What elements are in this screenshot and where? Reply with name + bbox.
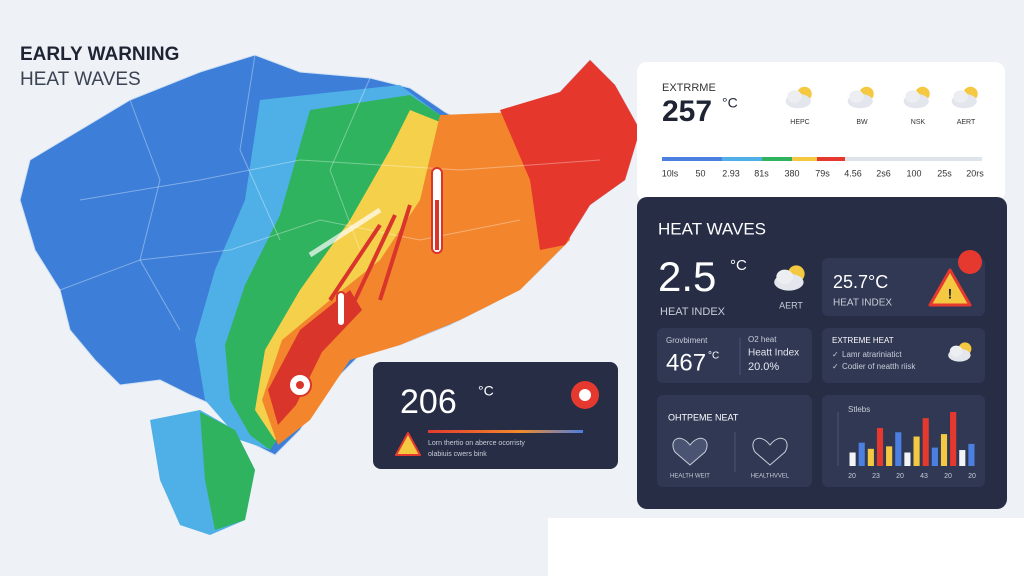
scale-label: 2s6 xyxy=(876,168,891,178)
extreme-item: Codier of neatth riisk xyxy=(842,362,916,371)
scale-label: 380 xyxy=(784,168,799,178)
map-card xyxy=(373,362,618,469)
panel-value-label: HEAT INDEX xyxy=(660,306,726,318)
index-label: HEAT INDEX xyxy=(833,298,892,309)
bar-title: Stlebs xyxy=(848,405,870,414)
health-title: OHTPEME NEAT xyxy=(668,412,739,422)
scale-label: 20rs xyxy=(966,168,984,178)
stat-value: 467 xyxy=(666,349,706,376)
scale-label: 100 xyxy=(906,168,921,178)
warning-mark: ! xyxy=(948,286,953,302)
bar-label: 20 xyxy=(968,473,976,480)
bar xyxy=(867,448,874,466)
bar-label: 20 xyxy=(848,473,856,480)
bar xyxy=(940,434,948,466)
scale-seg xyxy=(762,157,792,161)
warning-icon xyxy=(395,432,421,456)
bar xyxy=(886,446,893,466)
scale-seg xyxy=(722,157,762,161)
warning-icon xyxy=(928,268,972,307)
bar-label: 43 xyxy=(920,473,928,480)
scale-seg xyxy=(792,157,817,161)
bar xyxy=(858,442,865,466)
panel-value: 2.5 xyxy=(658,253,716,300)
title: EARLY WARNING xyxy=(20,44,179,65)
heart-icon xyxy=(672,437,708,466)
bar xyxy=(895,432,902,466)
bar xyxy=(904,452,911,466)
bar xyxy=(922,418,929,466)
icon-label: AERT xyxy=(779,300,803,310)
scale-label: 81s xyxy=(754,168,769,178)
map-card-line: olabiuis cwers bink xyxy=(428,451,487,458)
map-card-unit: °C xyxy=(478,383,494,399)
stat-card xyxy=(657,328,812,383)
top-label: EXTRRME xyxy=(662,82,716,94)
scale-label: 10ls xyxy=(662,168,679,178)
alert-icon xyxy=(579,389,591,401)
bar xyxy=(968,443,975,466)
map xyxy=(19,54,641,535)
bar-label: 20 xyxy=(944,473,952,480)
bar xyxy=(931,447,938,466)
heart-icon xyxy=(752,437,788,466)
top-value: 257 xyxy=(662,95,712,128)
extreme-item: ✓ xyxy=(832,350,839,359)
stat-side: O2 heat xyxy=(748,335,777,344)
stat-label: Grovbiment xyxy=(666,336,708,345)
scale-label: 4.56 xyxy=(844,168,862,178)
stat-unit: °C xyxy=(708,351,719,362)
scale-label: 50 xyxy=(695,168,705,178)
forecast-label: NSK xyxy=(911,119,926,126)
health-label: HEALTHVVEL xyxy=(751,474,790,480)
alert-badge xyxy=(958,250,982,274)
bar-label: 23 xyxy=(872,473,880,480)
scale-label: 2.93 xyxy=(722,168,740,178)
map-card-value: 206 xyxy=(400,383,457,421)
stat-side: 20.0% xyxy=(748,361,779,373)
subtitle: HEAT WAVES xyxy=(20,69,141,90)
gradient-line xyxy=(428,430,583,433)
extreme-title: EXTREME HEAT xyxy=(832,336,894,345)
panel-title: HEAT WAVES xyxy=(658,219,766,238)
bar xyxy=(849,452,856,466)
map-card-line: Lorn thertio on aberce ocorristy xyxy=(428,440,525,447)
forecast-label: AERT xyxy=(957,119,976,126)
extreme-card xyxy=(822,328,985,383)
bar-label: 20 xyxy=(896,473,904,480)
index-value: 25.7°C xyxy=(833,272,888,292)
extreme-item: ✓ xyxy=(832,362,839,371)
bar xyxy=(959,450,966,466)
stat-side: Heatt Index xyxy=(748,348,799,359)
bar xyxy=(913,436,920,466)
bar xyxy=(876,427,884,466)
scale-label: 79s xyxy=(815,168,830,178)
scale-seg xyxy=(817,157,845,161)
health-label: HEALTH WEIT xyxy=(670,474,710,480)
bar xyxy=(950,412,957,466)
forecast-label: HEPC xyxy=(790,119,809,126)
panel-unit: °C xyxy=(730,257,747,274)
scale-label: 25s xyxy=(937,168,952,178)
forecast-label: BW xyxy=(856,119,868,126)
scale-seg xyxy=(662,157,722,161)
blank-area xyxy=(548,518,1024,576)
top-unit: °C xyxy=(722,95,738,111)
extreme-item: Lamr atrariniatict xyxy=(842,350,902,359)
